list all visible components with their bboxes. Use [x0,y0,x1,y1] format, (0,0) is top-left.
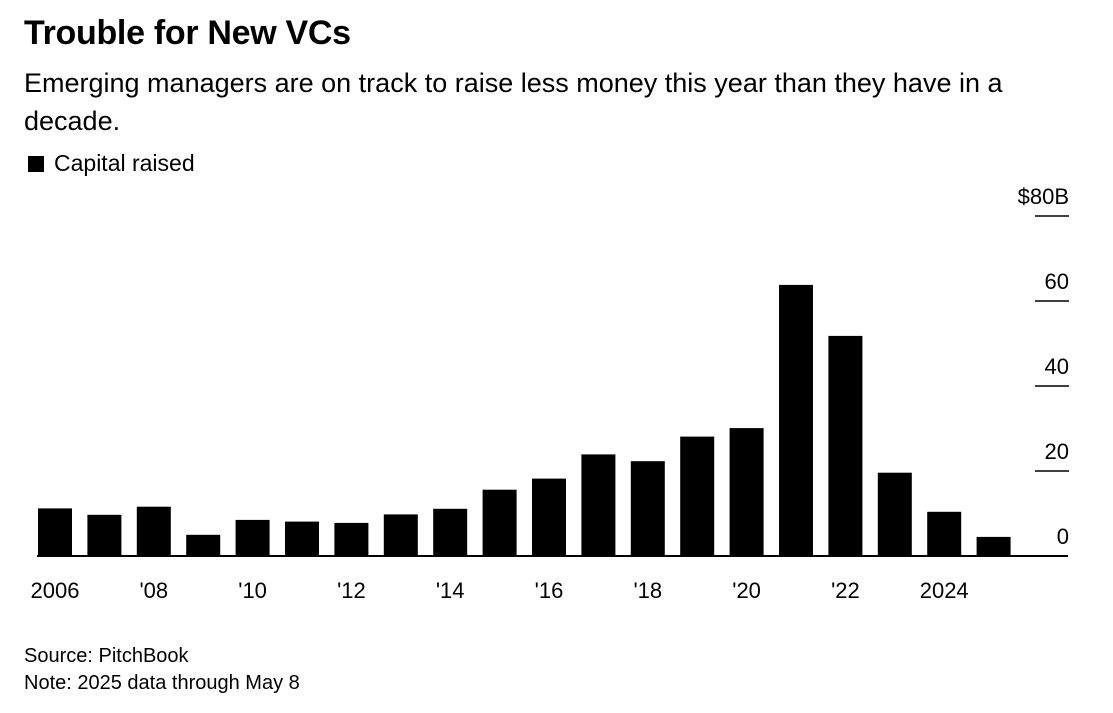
bar-2020 [729,428,764,556]
bar-2011 [285,521,319,556]
bar-2017 [581,454,616,556]
legend-label: Capital raised [54,150,195,176]
bar-2016 [532,478,566,556]
bar-2009 [186,534,221,557]
legend: Capital raised [28,150,195,177]
bar-2021 [779,284,813,556]
x-tick-label: '18 [633,578,662,603]
chart-subtitle: Emerging managers are on track to raise … [24,68,1003,136]
bar-2007 [87,514,122,556]
y-tick-label: 20 [1045,439,1069,464]
x-tick-label: 2024 [920,578,969,603]
x-tick-label: 2006 [31,578,80,603]
y-tick-label: $80B [1018,184,1069,209]
bar-2025 [976,536,1011,556]
chart-title: Trouble for New VCs [24,14,351,52]
y-tick-label: 40 [1045,354,1069,379]
bar-2019 [680,436,715,556]
x-tick-label: '08 [139,578,168,603]
x-tick-label: '14 [436,578,465,603]
bar-2013 [383,514,418,557]
bar-2006 [38,508,72,556]
y-tick-label: 0 [1057,524,1069,549]
x-tick-label: '16 [535,578,564,603]
data-note: Note: 2025 data through May 8 [24,672,300,694]
x-tick-label: '20 [732,578,761,603]
y-tick-label: 60 [1045,269,1069,294]
bar-2012 [334,522,369,556]
bar-chart: 0 20 40 60 $80B 2006 '08 '10 '12 '14 '16 '18 '20 '22… [31,184,1069,603]
bar-2008 [136,506,171,556]
bar-2023 [877,472,912,556]
x-tick-label: '12 [337,578,366,603]
bar-2018 [630,461,665,556]
legend-swatch [28,155,44,172]
source-note: Source: PitchBook [24,645,189,667]
x-tick-label: '22 [831,578,860,603]
x-tick-label: '10 [238,578,267,603]
bars-group [38,284,1011,557]
bar-2015 [482,489,517,556]
y-axis: 0 20 40 60 $80B [1018,184,1069,549]
bar-2024 [927,511,962,556]
bar-2014 [433,508,468,556]
x-axis: 2006 '08 '10 '12 '14 '16 '18 '20 '22 2024 [31,555,1068,603]
bar-2010 [235,519,270,556]
bar-2022 [828,335,863,556]
